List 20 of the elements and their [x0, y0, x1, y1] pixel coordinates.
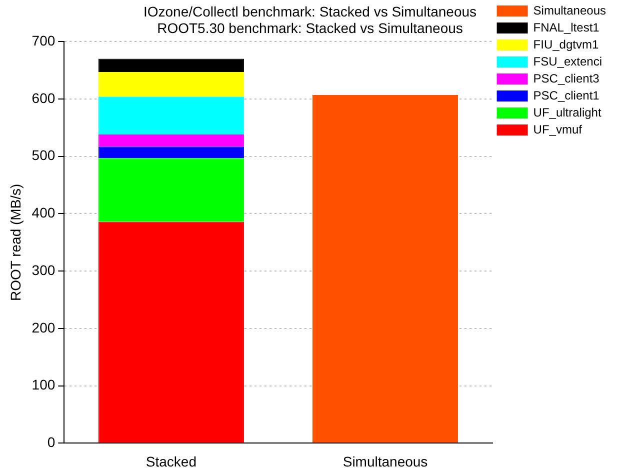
legend-label: UF_ultralight — [533, 105, 602, 120]
legend-label: PSC_client1 — [533, 88, 600, 102]
legend-label: FSU_extenci — [533, 54, 602, 68]
chart-subtitle: ROOT5.30 benchmark: Stacked vs Simultaneous — [157, 20, 463, 36]
legend-label: PSC_client3 — [533, 71, 600, 86]
chart-title: IOzone/Collectl benchmark: Stacked vs Simultaneous — [143, 3, 477, 20]
y-tick-label: 700 — [32, 32, 56, 48]
y-tick-label: 0 — [47, 434, 56, 450]
y-tick-label: 500 — [32, 147, 56, 164]
y-tick-label: 200 — [32, 319, 56, 336]
legend-label: Simultaneous — [533, 3, 606, 18]
y-tick-label: 300 — [32, 262, 56, 278]
legend-label: FNAL_ltest1 — [533, 20, 600, 34]
y-tick-label: 100 — [32, 376, 56, 393]
x-tick-label: Stacked — [146, 453, 196, 470]
y-tick-label: 400 — [32, 204, 56, 221]
legend-label: FIU_dgtvm1 — [533, 37, 599, 52]
y-axis-title: ROOT read (MB/s) — [7, 184, 24, 301]
legend-label: UF_vmuf — [533, 122, 583, 136]
y-tick-label: 600 — [32, 90, 56, 106]
